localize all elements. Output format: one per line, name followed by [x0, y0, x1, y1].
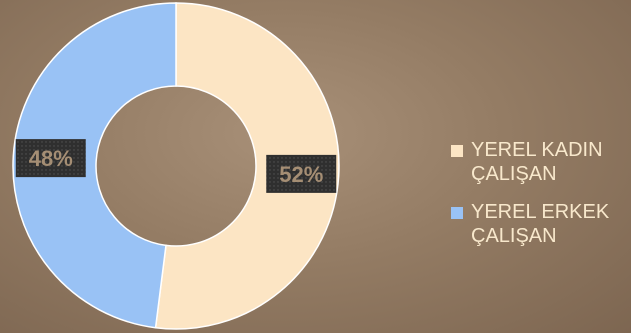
legend-swatch-yerel-erkek: [451, 207, 463, 219]
donut-slice-yerel-erkek: [12, 2, 177, 329]
data-label-text-yerel-kadin: 52%: [279, 162, 323, 187]
legend-item-yerel-erkek: YEREL ERKEK ÇALIŞAN: [451, 200, 631, 248]
donut-slice-yerel-kadin: [154, 2, 340, 330]
data-label-yerel-kadin: 52%: [266, 154, 337, 193]
legend-swatch-yerel-kadin: [451, 145, 463, 157]
legend-label-yerel-erkek: YEREL ERKEK ÇALIŞAN: [471, 201, 610, 247]
data-label-box-yerel-kadin: [266, 154, 337, 193]
legend-label-yerel-kadin: YEREL KADIN ÇALIŞAN: [471, 139, 603, 185]
chart-legend: YEREL KADIN ÇALIŞAN YEREL ERKEK ÇALIŞAN: [451, 138, 631, 262]
donut-chart: 52% 48%: [12, 2, 340, 330]
data-label-yerel-erkek: 48%: [15, 139, 86, 178]
data-label-box-yerel-erkek: [15, 139, 86, 178]
legend-item-yerel-kadin: YEREL KADIN ÇALIŞAN: [451, 138, 631, 186]
data-label-text-yerel-erkek: 48%: [29, 146, 73, 171]
